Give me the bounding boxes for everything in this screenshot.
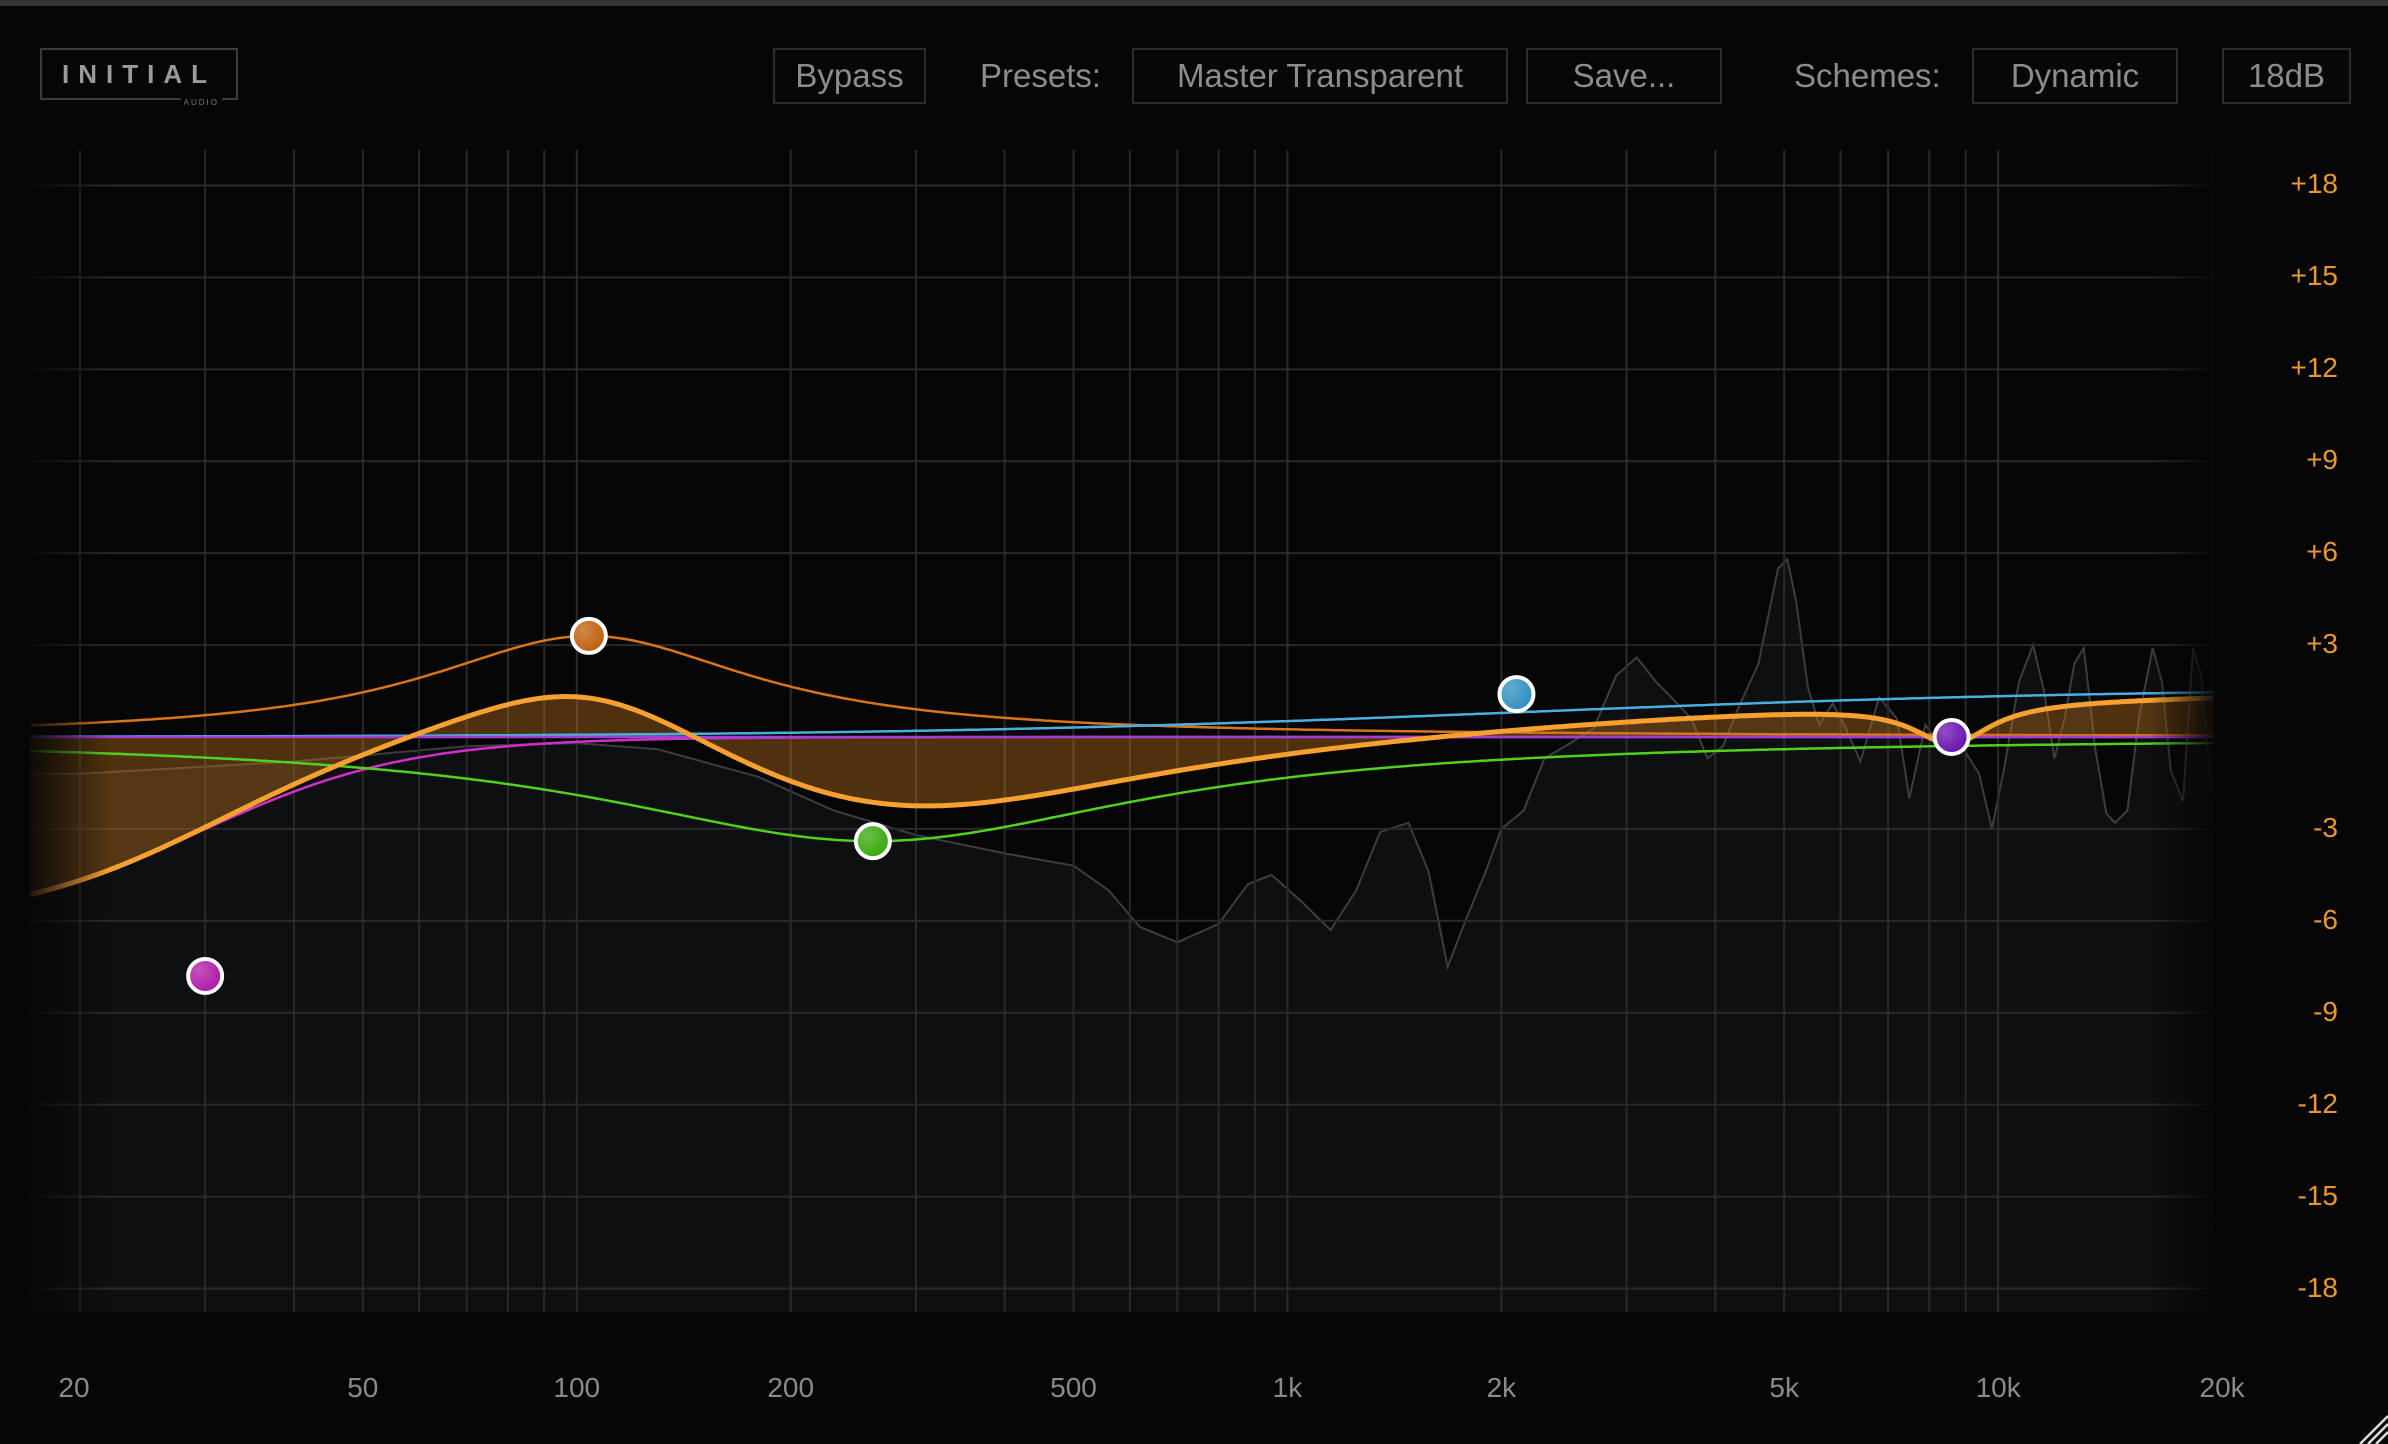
bypass-button[interactable]: Bypass bbox=[773, 48, 926, 104]
save-button[interactable]: Save... bbox=[1526, 48, 1722, 104]
spectrum-analyzer bbox=[30, 557, 2214, 1312]
frequency-tick-label: 50 bbox=[347, 1372, 379, 1403]
frequency-tick-label: 100 bbox=[553, 1372, 601, 1403]
logo-subtext: AUDIO bbox=[180, 98, 222, 107]
resize-grip-icon[interactable] bbox=[2359, 1415, 2388, 1444]
db-tick-label: -18 bbox=[2297, 1271, 2338, 1303]
band-2-node-shine bbox=[573, 620, 604, 651]
frequency-tick-label: 2k bbox=[1486, 1372, 1517, 1403]
band-2-node[interactable] bbox=[569, 616, 608, 655]
db-tick-label: -9 bbox=[2313, 995, 2338, 1027]
db-tick-label: +9 bbox=[2306, 444, 2338, 476]
schemes-label: Schemes: bbox=[1794, 57, 1941, 94]
logo-text: INITIAL bbox=[62, 59, 216, 89]
band-3-curve bbox=[29, 741, 2214, 843]
frequency-tick-label: 1k bbox=[1272, 1372, 1303, 1403]
logo: INITIAL AUDIO bbox=[40, 48, 238, 107]
db-tick-label: +6 bbox=[2306, 536, 2338, 568]
db-tick-label: +15 bbox=[2290, 260, 2339, 292]
window-top-edge bbox=[0, 0, 2388, 6]
band-3-node[interactable] bbox=[853, 822, 892, 861]
frequency-tick-label: 20 bbox=[58, 1372, 90, 1403]
db-tick-label: -6 bbox=[2313, 903, 2338, 935]
analyzer-fill bbox=[30, 559, 2214, 1312]
band-5-node[interactable] bbox=[1932, 718, 1971, 756]
right-fade bbox=[2150, 140, 2220, 1320]
band-2-curve bbox=[29, 634, 2214, 737]
db-tick-label: +3 bbox=[2306, 628, 2338, 660]
band-4-node[interactable] bbox=[1497, 675, 1536, 714]
combined-curve-line bbox=[29, 694, 2215, 898]
db-tick-label: +18 bbox=[2290, 168, 2339, 200]
band-5-node-shine bbox=[1936, 722, 1967, 752]
frequency-tick-label: 5k bbox=[1769, 1372, 1799, 1403]
frequency-tick-label: 200 bbox=[767, 1372, 815, 1403]
frequency-tick-label: 10k bbox=[1975, 1372, 2021, 1403]
band-curves bbox=[29, 634, 2215, 894]
presets-label: Presets: bbox=[980, 57, 1102, 94]
combined-curve bbox=[29, 694, 2215, 898]
db-tick-label: -3 bbox=[2313, 811, 2338, 843]
left-fade bbox=[20, 140, 110, 1320]
db-tick-label: -12 bbox=[2297, 1087, 2338, 1119]
db-tick-label: +12 bbox=[2290, 352, 2339, 384]
band-nodes[interactable] bbox=[186, 616, 1971, 995]
db-tick-label: -15 bbox=[2297, 1179, 2338, 1211]
scheme-selector[interactable]: Dynamic bbox=[1972, 48, 2178, 104]
band-1-node[interactable] bbox=[186, 956, 225, 995]
preset-selector[interactable]: Master Transparent bbox=[1132, 48, 1508, 104]
range-selector[interactable]: 18dB bbox=[2222, 48, 2351, 104]
analyzer-line bbox=[30, 557, 2214, 971]
band-1-node-shine bbox=[190, 960, 221, 991]
frequency-tick-label: 20k bbox=[2199, 1372, 2245, 1403]
band-4-curve bbox=[30, 691, 2215, 738]
frequency-tick-label: 500 bbox=[1050, 1372, 1097, 1403]
band-3-node-shine bbox=[857, 826, 888, 857]
band-4-node-shine bbox=[1501, 679, 1532, 710]
